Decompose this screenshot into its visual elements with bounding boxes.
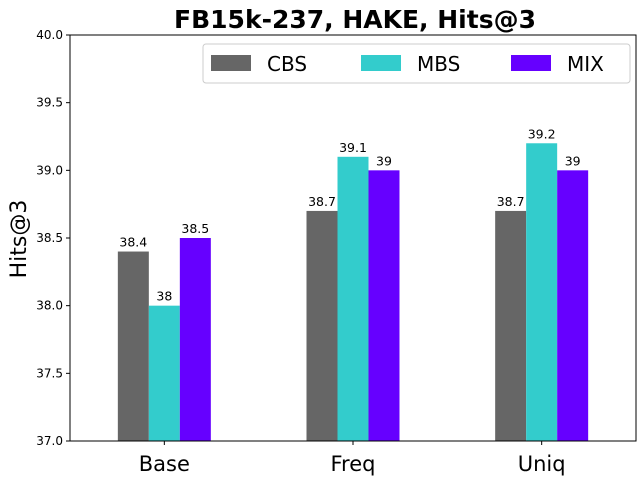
bar-cbs-freq [306,210,338,441]
data-label: 38.5 [181,221,209,236]
legend-swatch-mbs [361,55,401,71]
legend-box [202,43,631,84]
legend-label-cbs: CBS [267,52,307,76]
legend-label-mix: MIX [567,52,604,76]
data-label: 38.7 [308,194,336,209]
bar-mix-freq [368,170,400,442]
y-tick-label: 38.0 [36,299,63,313]
legend-swatch-cbs [211,55,251,71]
legend-swatch-mix [511,55,551,71]
x-tick-label: Freq [331,452,376,476]
data-label: 39 [376,153,392,168]
x-tick-label: Uniq [518,452,566,476]
x-tick-label: Base [139,452,190,476]
y-tick-label: 37.0 [36,434,63,448]
bar-mbs-uniq [526,143,558,441]
y-axis-label: Hits@3 [7,200,32,279]
y-tick-label: 37.5 [36,366,63,380]
bar-cbs-base [117,251,149,441]
bar-mbs-freq [337,156,369,442]
bar-mbs-base [148,305,180,441]
data-label: 39.1 [339,140,367,155]
legend-label-mbs: MBS [417,52,460,76]
data-label: 38 [156,289,172,304]
data-label: 39 [565,153,581,168]
y-tick-label: 38.5 [36,231,63,245]
bar-mix-base [179,238,211,441]
data-label: 39.2 [528,126,556,141]
data-label: 38.7 [497,194,525,209]
bar-mix-uniq [557,170,589,442]
chart-title: FB15k-237, HAKE, Hits@3 [174,5,536,34]
plot-area: 38.4 38.7 38.7 38 39.1 39.2 38.5 39 39 37.0 37.5 38… [36,28,637,476]
y-tick-label: 39.0 [36,163,63,177]
data-label: 38.4 [119,235,147,250]
y-tick-label: 40.0 [36,28,63,42]
bar-cbs-uniq [495,210,527,441]
y-tick-label: 39.5 [36,96,63,110]
